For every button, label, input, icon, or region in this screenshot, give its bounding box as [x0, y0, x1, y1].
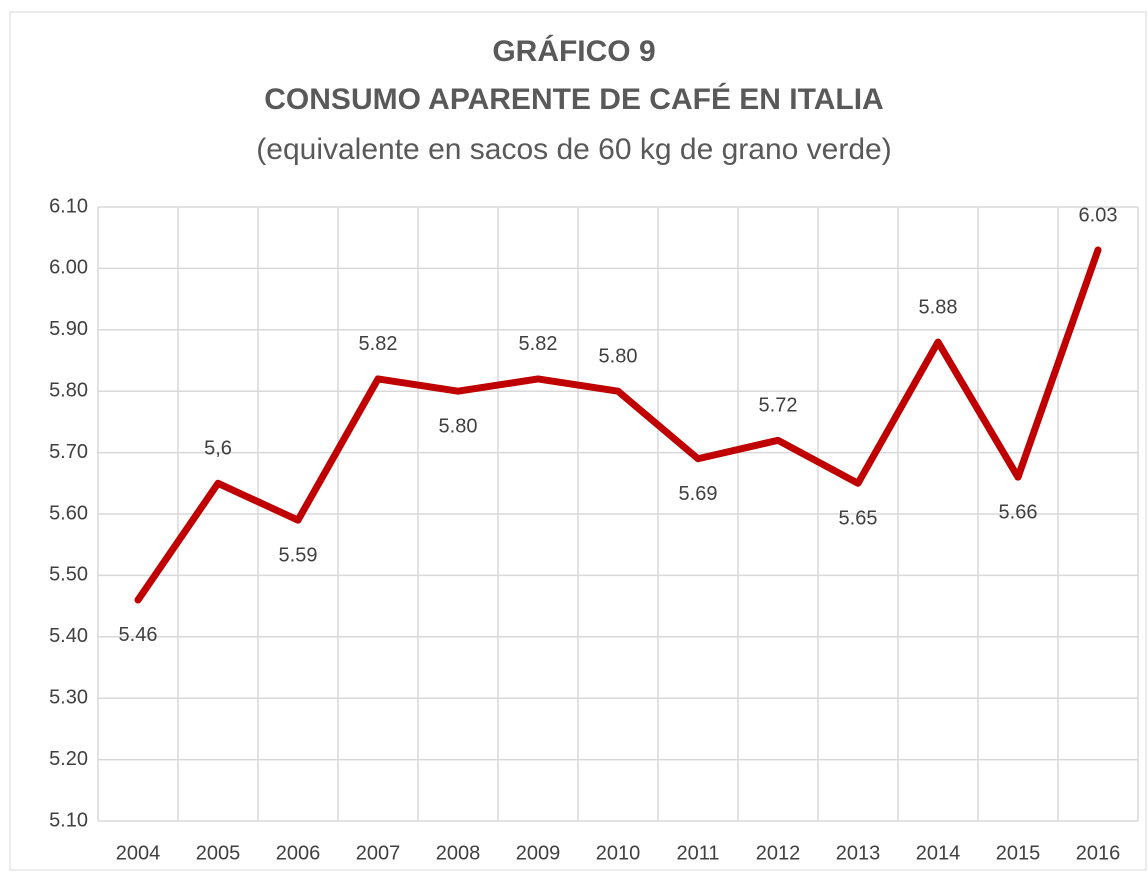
data-label: 5.80 — [599, 345, 638, 367]
y-tick-label: 6.00 — [49, 257, 88, 279]
x-tick-label: 2009 — [516, 842, 561, 864]
data-label: 5.88 — [919, 296, 958, 318]
x-tick-label: 2014 — [916, 842, 961, 864]
data-label: 5.46 — [119, 624, 158, 646]
x-tick-label: 2004 — [116, 842, 161, 864]
y-tick-label: 6.10 — [49, 195, 88, 217]
x-tick-label: 2012 — [756, 842, 801, 864]
x-tick-label: 2016 — [1076, 842, 1121, 864]
data-label: 5.66 — [999, 501, 1038, 523]
data-label: 5.72 — [759, 395, 798, 417]
series-line — [134, 246, 1102, 604]
y-tick-label: 5.50 — [49, 564, 88, 586]
y-tick-label: 5.90 — [49, 318, 88, 340]
chart-note: (equivalente en sacos de 60 kg de grano … — [256, 133, 891, 166]
y-tick-label: 5.10 — [49, 809, 88, 831]
x-tick-label: 2007 — [356, 842, 401, 864]
data-label: 5.82 — [359, 333, 398, 355]
chart-title: GRÁFICO 9 — [492, 34, 655, 68]
chart-subtitle: CONSUMO APARENTE DE CAFÉ EN ITALIA — [264, 82, 883, 116]
data-label: 5,6 — [204, 438, 232, 460]
y-tick-label: 5.70 — [49, 441, 88, 463]
x-tick-label: 2006 — [276, 842, 321, 864]
x-tick-label: 2010 — [596, 842, 641, 864]
x-tick-label: 2015 — [996, 842, 1041, 864]
y-tick-label: 5.40 — [49, 625, 88, 647]
data-label: 5.59 — [279, 544, 318, 566]
y-tick-label: 5.20 — [49, 748, 88, 770]
x-tick-label: 2005 — [196, 842, 241, 864]
data-label: 5.80 — [439, 415, 478, 437]
data-label: 5.69 — [679, 483, 718, 505]
y-tick-label: 5.30 — [49, 686, 88, 708]
x-tick-label: 2008 — [436, 842, 481, 864]
y-tick-label: 5.60 — [49, 502, 88, 524]
data-label: 5.82 — [519, 333, 558, 355]
data-label: 6.03 — [1079, 204, 1118, 226]
x-tick-label: 2013 — [836, 842, 881, 864]
x-tick-label: 2011 — [676, 842, 719, 864]
y-tick-label: 5.80 — [49, 379, 88, 401]
data-label: 5.65 — [839, 508, 878, 530]
